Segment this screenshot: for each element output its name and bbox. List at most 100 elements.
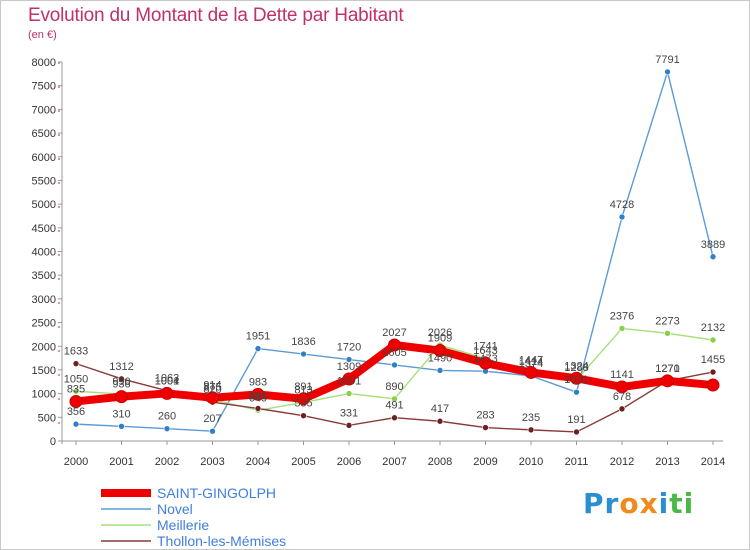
data-point-saint-gingolph <box>661 374 674 388</box>
x-tick-label: 2012 <box>610 456 634 468</box>
data-label-thollon-les-m-mises: 820 <box>203 384 221 396</box>
y-tick-label: 8000 <box>32 57 56 69</box>
data-label-thollon-les-m-mises: 1063 <box>155 373 179 385</box>
data-label-meillerie: 875 <box>203 382 221 394</box>
data-label-saint-gingolph: 1270 <box>655 363 679 375</box>
legend-label-novel: Novel <box>157 501 193 517</box>
data-point-saint-gingolph <box>433 344 447 358</box>
x-tick-label: 2005 <box>291 456 315 468</box>
data-point-saint-gingolph <box>479 356 492 370</box>
legend-item-novel[interactable]: Novel <box>101 501 361 517</box>
legend-item-meillerie[interactable]: Meillerie <box>101 517 361 533</box>
y-tick-label: 4500 <box>32 223 56 235</box>
legend-swatch-saint-gingolph <box>101 489 151 497</box>
data-label-saint-gingolph: 936 <box>112 379 130 391</box>
logo-letter: i <box>683 487 695 520</box>
data-point-novel <box>254 345 262 352</box>
y-tick-label: 5000 <box>32 199 56 211</box>
data-point-meillerie <box>709 336 717 344</box>
data-label-saint-gingolph: 1004 <box>155 375 179 387</box>
y-tick-label: 2000 <box>32 341 56 353</box>
y-tick-label: 4000 <box>32 247 56 259</box>
x-tick-label: 2009 <box>473 456 497 468</box>
x-tick-label: 2007 <box>382 456 406 468</box>
data-point-meillerie <box>345 390 353 397</box>
data-label-thollon-les-m-mises: 191 <box>567 414 585 426</box>
data-point-saint-gingolph <box>69 394 83 408</box>
data-point-thollon-les-m-mises <box>436 417 444 425</box>
data-point-meillerie <box>664 330 671 337</box>
data-point-novel <box>436 367 444 374</box>
data-label-novel: 1605 <box>382 347 406 359</box>
data-point-novel <box>300 350 307 358</box>
y-tick-label: 3000 <box>32 294 56 306</box>
data-label-meillerie: 1001 <box>337 376 361 388</box>
x-tick-label: 2014 <box>701 456 725 468</box>
data-point-novel <box>573 388 580 396</box>
data-label-thollon-les-m-mises: 331 <box>340 407 358 419</box>
legend-label-saint-gingolph: SAINT-GINGOLPH <box>157 485 277 501</box>
data-point-saint-gingolph <box>115 390 128 404</box>
data-label-novel: 1490 <box>428 352 452 364</box>
data-point-thollon-les-m-mises <box>345 422 353 429</box>
data-label-novel: 310 <box>112 408 130 420</box>
logo-letter: o <box>619 487 640 520</box>
proxiti-logo: Proxiti <box>583 487 694 520</box>
x-tick-label: 2006 <box>337 456 361 468</box>
logo-letter: i <box>658 487 670 520</box>
data-point-novel <box>118 423 125 430</box>
logo-letter: P <box>583 487 605 520</box>
data-label-novel: 1951 <box>246 331 270 343</box>
data-label-thollon-les-m-mises: 417 <box>431 403 449 415</box>
data-label-thollon-les-m-mises: 491 <box>385 400 403 412</box>
data-point-novel <box>163 425 171 432</box>
legend-label-meillerie: Meillerie <box>157 517 210 533</box>
data-label-novel: 3889 <box>701 239 725 251</box>
x-tick-label: 2003 <box>200 456 224 468</box>
logo-letter: r <box>604 487 620 520</box>
data-label-saint-gingolph: 1643 <box>473 345 497 357</box>
data-point-novel <box>209 427 216 435</box>
data-label-novel: 1374 <box>519 358 543 370</box>
x-tick-label: 2011 <box>565 456 589 468</box>
data-label-novel: 207 <box>203 413 221 425</box>
y-tick-label: 7500 <box>32 81 56 93</box>
data-label-saint-gingolph: 2027 <box>382 327 406 339</box>
data-point-novel <box>345 356 353 363</box>
logo-letter: t <box>669 487 684 520</box>
legend-swatch-novel <box>101 508 151 510</box>
data-label-thollon-les-m-mises: 1312 <box>109 361 133 373</box>
data-label-thollon-les-m-mises: 283 <box>476 410 494 422</box>
data-label-novel: 356 <box>67 406 85 418</box>
data-label-meillerie: 813 <box>294 384 312 396</box>
data-label-meillerie: 1741 <box>473 341 497 353</box>
series-lines <box>69 68 720 436</box>
data-label-saint-gingolph: 983 <box>249 376 267 388</box>
data-label-novel: 260 <box>158 411 176 423</box>
data-label-meillerie: 890 <box>385 381 403 393</box>
x-tick-label: 2013 <box>655 456 679 468</box>
data-label-thollon-les-m-mises: 1455 <box>701 354 725 366</box>
data-label-thollon-les-m-mises: 686 <box>249 391 267 403</box>
y-tick-label: 1500 <box>32 365 56 377</box>
data-label-meillerie: 649 <box>249 392 267 404</box>
data-point-saint-gingolph <box>388 338 401 352</box>
data-label-novel: 1473 <box>473 353 497 365</box>
data-point-saint-gingolph <box>615 380 629 394</box>
data-label-meillerie: 1288 <box>564 362 588 374</box>
data-label-novel: 1031 <box>564 374 588 386</box>
data-label-meillerie: 2376 <box>610 310 634 322</box>
data-point-saint-gingolph <box>342 372 356 386</box>
data-label-saint-gingolph: 835 <box>67 383 85 395</box>
data-point-thollon-les-m-mises <box>482 424 489 431</box>
data-label-meillerie: 2273 <box>655 315 679 327</box>
data-point-novel <box>664 68 671 76</box>
legend-item-thollon[interactable]: Thollon-les-Mémises <box>101 533 361 549</box>
data-point-thollon-les-m-mises <box>118 375 125 383</box>
legend-item-saint-gingolph[interactable]: SAINT-GINGOLPH <box>101 485 361 501</box>
chart-title: Evolution du Montant de la Dette par Hab… <box>28 5 404 26</box>
x-tick-label: 2002 <box>155 456 179 468</box>
data-label-saint-gingolph: 891 <box>294 381 312 393</box>
data-label-novel: 4728 <box>610 199 634 211</box>
